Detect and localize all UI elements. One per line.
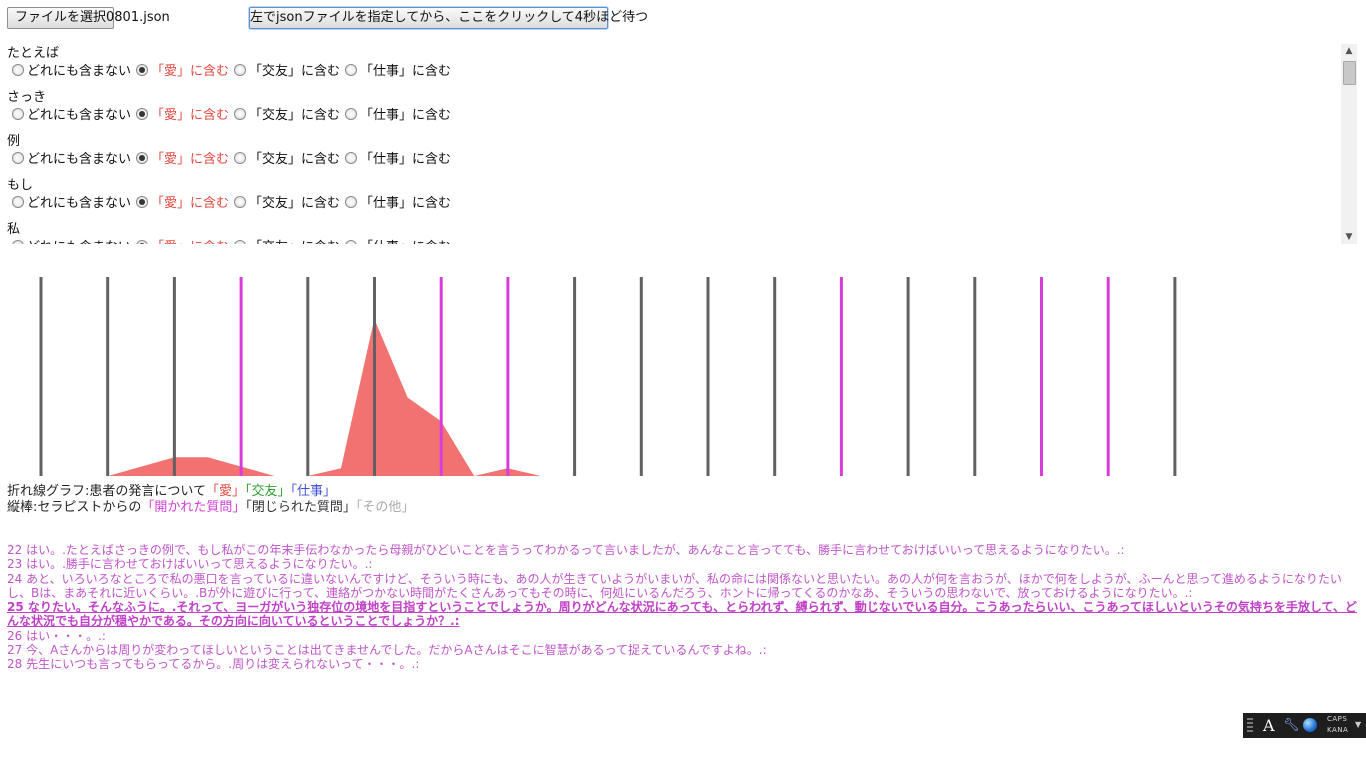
legend-friend: 「交友」 xyxy=(245,484,291,499)
legend-open-question: 「開かれた質問」 xyxy=(141,500,246,515)
legend-closed-question: 「閉じられた質問」 xyxy=(245,500,356,515)
word-label: たとえば xyxy=(7,46,60,61)
category-radio[interactable] xyxy=(136,152,149,164)
category-option-label[interactable]: 「仕事」に含む xyxy=(360,236,451,244)
transcript: 22 はい。.たとえばさっきの例で、もし私がこの年末手伝わなかったら母親がひどい… xyxy=(7,543,1359,672)
transcript-line: 27 今、Aさんからは周りが変わってほしいということは出てきませんでした。だから… xyxy=(7,643,767,658)
legend-love: 「愛」 xyxy=(206,484,246,499)
word-list-scrollbar[interactable]: ▲ ▼ xyxy=(1341,44,1357,244)
category-option-label[interactable]: 「愛」に含む xyxy=(151,196,230,211)
wrench-tool-icon[interactable]: 🔧︎ xyxy=(1283,718,1300,733)
category-radio[interactable] xyxy=(234,240,247,244)
legend-work: 「仕事」 xyxy=(290,484,337,499)
category-radio[interactable] xyxy=(234,152,247,164)
kana-indicator: KANA xyxy=(1327,726,1349,734)
transcript-line-highlighted: 25 なりたい。そんなふうに。.それって、ヨーガがいう独存位の境地を目指すという… xyxy=(7,600,1357,629)
grip-handle-icon[interactable] xyxy=(1247,718,1253,732)
language-bar[interactable]: A 🔧︎ CAPS KANA ▼ xyxy=(1243,713,1366,738)
category-option-label[interactable]: どれにも含まない xyxy=(27,64,132,79)
category-option-label[interactable]: 「交友」に含む xyxy=(249,196,341,211)
category-radio[interactable] xyxy=(345,152,358,164)
category-radio[interactable] xyxy=(12,108,24,120)
category-radio[interactable] xyxy=(345,108,358,120)
transcript-line: 26 はい・・・。.: xyxy=(7,628,106,643)
category-option-label[interactable]: 「交友」に含む xyxy=(249,236,340,244)
category-radio[interactable] xyxy=(12,240,24,244)
category-option-label[interactable]: 「交友」に含む xyxy=(249,64,341,79)
category-radio[interactable] xyxy=(136,240,149,244)
love-area-series xyxy=(8,319,641,476)
ime-mode-icon[interactable]: A xyxy=(1263,716,1275,735)
legend-other: 「その他」 xyxy=(355,500,415,515)
legend-line-prefix: 折れ線グラフ:患者の発言について xyxy=(7,484,206,499)
category-option-label[interactable]: 「仕事」に含む xyxy=(360,152,452,167)
category-radio[interactable] xyxy=(345,64,358,76)
scroll-thumb[interactable] xyxy=(1343,61,1356,85)
category-radio-group: どれにも含まない 「愛」に含む 「交友」に含む 「仕事」に含む xyxy=(12,104,456,123)
category-option-label[interactable]: 「仕事」に含む xyxy=(360,108,452,123)
transcript-line: 28 先生にいつも言ってもらってるから。.周りは変えられないって・・・。.: xyxy=(7,657,420,672)
scroll-down-arrow-icon[interactable]: ▼ xyxy=(1345,232,1353,242)
category-option-label[interactable]: 「仕事」に含む xyxy=(360,64,452,79)
category-radio[interactable] xyxy=(136,64,149,76)
category-option-label[interactable]: 「愛」に含む xyxy=(151,236,229,244)
category-option-label[interactable]: 「愛」に含む xyxy=(151,152,230,167)
chevron-down-icon[interactable]: ▼ xyxy=(1355,720,1362,729)
word-label: 私 xyxy=(7,222,21,237)
category-radio-group: どれにも含まない 「愛」に含む 「交友」に含む 「仕事」に含む xyxy=(12,236,456,244)
word-category-list: たとえば どれにも含まない 「愛」に含む 「交友」に含む 「仕事」に含む さっき どれにも含… xyxy=(0,42,1357,244)
globe-icon[interactable] xyxy=(1303,718,1317,732)
category-option-label[interactable]: 「交友」に含む xyxy=(249,108,341,123)
category-radio[interactable] xyxy=(136,108,149,120)
legend-vertical-bars: 縦棒:セラピストからの「開かれた質問」「閉じられた質問」「その他」 xyxy=(7,496,414,515)
category-radio[interactable] xyxy=(12,152,24,164)
category-radio[interactable] xyxy=(136,196,149,208)
category-option-label[interactable]: どれにも含まない xyxy=(27,108,132,123)
legend-bar-prefix: 縦棒:セラピストからの xyxy=(7,500,142,515)
category-radio-group: どれにも含まない 「愛」に含む 「交友」に含む 「仕事」に含む xyxy=(12,60,456,79)
category-option-label[interactable]: 「愛」に含む xyxy=(151,108,230,123)
legend-line-graph: 折れ線グラフ:患者の発言について「愛」「交友」「仕事」 xyxy=(7,480,336,499)
category-radio[interactable] xyxy=(234,64,247,76)
session-line-chart xyxy=(8,277,1177,476)
category-radio[interactable] xyxy=(345,240,358,244)
category-radio[interactable] xyxy=(234,196,247,208)
scroll-up-arrow-icon[interactable]: ▲ xyxy=(1345,46,1353,56)
category-option-label[interactable]: 「交友」に含む xyxy=(249,152,341,167)
caps-indicator: CAPS xyxy=(1327,715,1348,723)
word-label: さっき xyxy=(7,90,47,105)
category-option-label[interactable]: どれにも含まない xyxy=(27,152,132,167)
category-option-label[interactable]: 「仕事」に含む xyxy=(360,196,452,211)
word-label: もし xyxy=(7,178,34,193)
transcript-line: 24 あと、いろいろなところで私の悪口を言っているに違いないんですけど、そういう… xyxy=(7,571,1342,600)
category-radio[interactable] xyxy=(234,108,247,120)
transcript-line: 22 はい。.たとえばさっきの例で、もし私がこの年末手伝わなかったら母親がひどい… xyxy=(7,543,1125,557)
word-label: 例 xyxy=(7,134,21,149)
selected-file-name: 0801.json xyxy=(106,10,170,25)
category-option-label[interactable]: どれにも含まない xyxy=(27,236,131,244)
transcript-line: 23 はい。.勝手に言わせておけばいいって思えるようになりたい。.: xyxy=(7,557,373,572)
category-radio[interactable] xyxy=(12,64,24,76)
choose-file-button[interactable]: ファイルを選択 xyxy=(7,7,115,29)
category-radio[interactable] xyxy=(345,196,358,208)
category-radio-group: どれにも含まない 「愛」に含む 「交友」に含む 「仕事」に含む xyxy=(12,148,456,167)
run-analysis-button[interactable]: 左でjsonファイルを指定してから、ここをクリックして4秒ほど待つ xyxy=(249,7,648,29)
category-radio[interactable] xyxy=(12,196,24,208)
category-option-label[interactable]: 「愛」に含む xyxy=(151,64,230,79)
category-radio-group: どれにも含まない 「愛」に含む 「交友」に含む 「仕事」に含む xyxy=(12,192,456,211)
category-option-label[interactable]: どれにも含まない xyxy=(27,196,132,211)
